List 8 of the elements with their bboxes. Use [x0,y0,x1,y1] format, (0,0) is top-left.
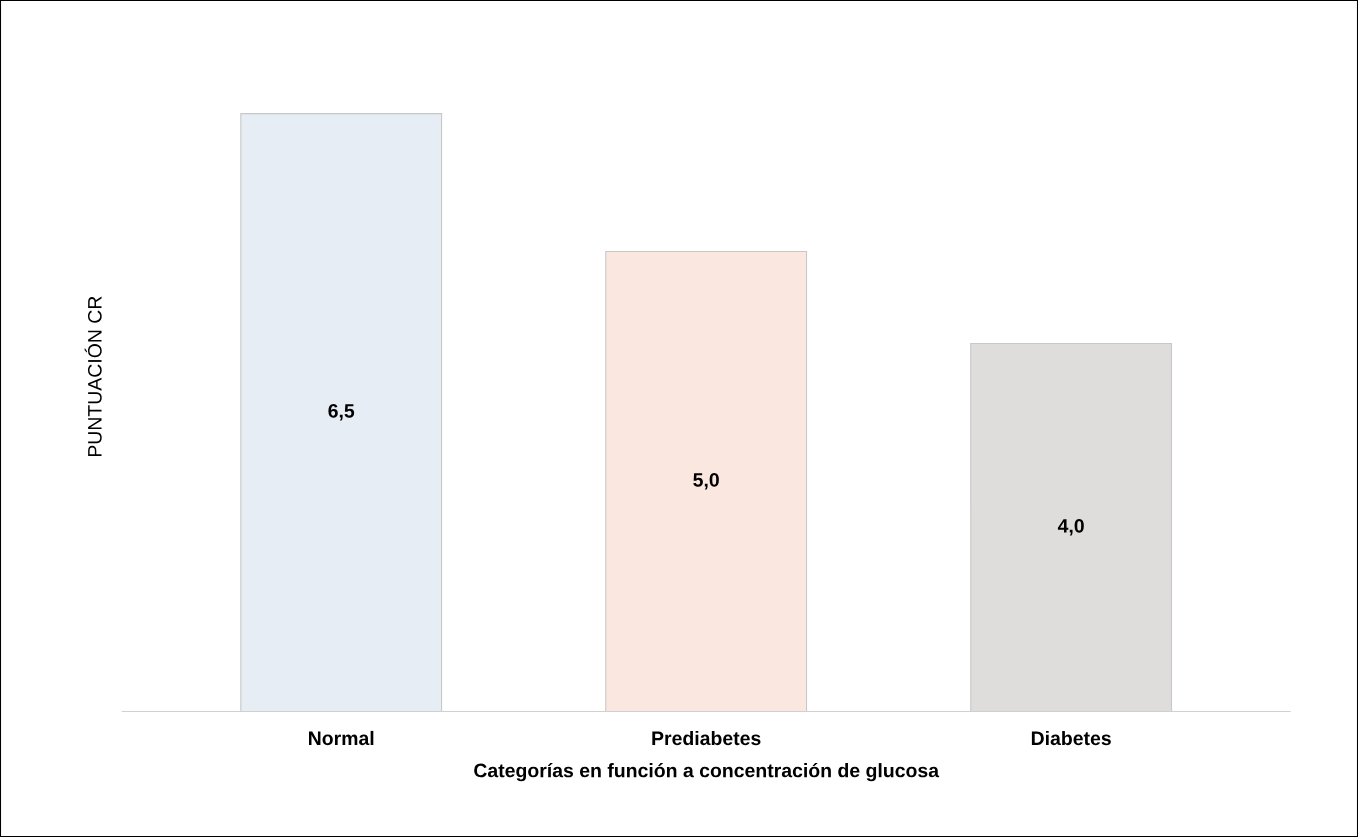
x-axis-title: Categorías en función a concentración de glucosa [474,762,940,782]
data-label: 5,0 [693,472,719,490]
data-label: 6,5 [328,403,355,421]
data-label: 4,0 [1057,518,1084,536]
y-axis-title: PUNTUACIÓN CR [84,296,102,457]
x-tick-label: Normal [309,730,374,746]
x-tick-label: Prediabetes [652,730,761,746]
x-tick-label: Diabetes [1031,730,1111,746]
